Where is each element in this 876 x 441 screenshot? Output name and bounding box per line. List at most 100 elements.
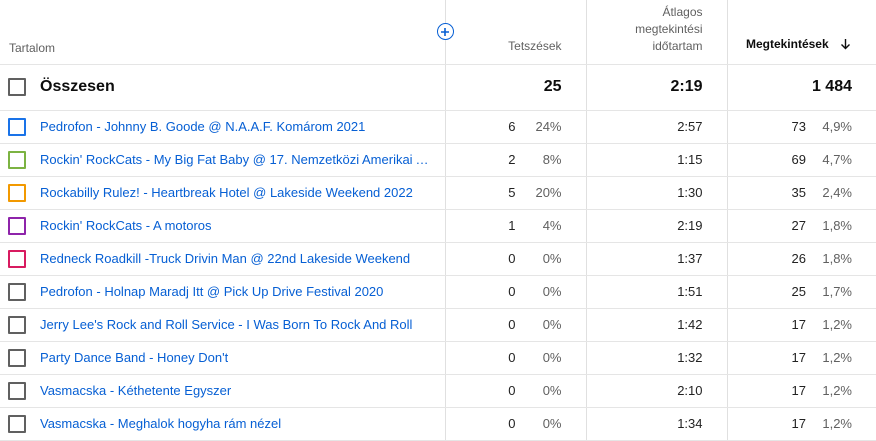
column-header-content: Tartalom bbox=[0, 0, 454, 65]
row-likes: 2 bbox=[508, 152, 516, 167]
row-likes-pct: 20% bbox=[535, 185, 562, 200]
row-likes: 0 bbox=[508, 350, 516, 365]
video-title-link[interactable]: Vasmacska - Kéthetente Egyszer bbox=[40, 383, 232, 398]
row-views-cell: 25 1,7% bbox=[726, 275, 876, 309]
row-avg-duration: 2:19 bbox=[585, 209, 727, 243]
row-checkbox[interactable] bbox=[8, 282, 26, 301]
row-views-cell: 17 1,2% bbox=[726, 308, 876, 342]
row-avg-duration: 1:42 bbox=[585, 308, 727, 342]
table-row: Party Dance Band - Honey Don't 0 0% 1:32 17 1… bbox=[0, 341, 876, 375]
table-header-row: Tartalom Tetszések Átlagos megtekintési … bbox=[0, 0, 876, 65]
row-content-cell: Party Dance Band - Honey Don't bbox=[0, 341, 445, 375]
total-likes: 25 bbox=[444, 64, 586, 111]
row-likes-pct: 4% bbox=[542, 218, 562, 233]
row-views-pct: 1,8% bbox=[822, 218, 852, 233]
row-likes-cell: 0 0% bbox=[444, 242, 586, 276]
video-title-link[interactable]: Rockin' RockCats - A motoros bbox=[40, 218, 212, 233]
row-avg-duration: 2:10 bbox=[585, 374, 727, 408]
table-row: Rockin' RockCats - My Big Fat Baby @ 17.… bbox=[0, 143, 876, 177]
row-views: 27 bbox=[791, 218, 806, 233]
row-content-cell: Vasmacska - Meghalok hogyha rám nézel bbox=[0, 407, 445, 441]
row-checkbox[interactable] bbox=[8, 183, 26, 202]
avg-header-line3: időtartam bbox=[652, 38, 703, 53]
row-checkbox[interactable] bbox=[8, 414, 26, 433]
row-avg-duration: 1:30 bbox=[585, 176, 727, 210]
avg-header-line1: Átlagos bbox=[662, 4, 703, 19]
row-views: 17 bbox=[791, 317, 806, 332]
table-row: Jerry Lee's Rock and Roll Service - I Wa… bbox=[0, 308, 876, 342]
video-title-link[interactable]: Redneck Roadkill -Truck Drivin Man @ 22n… bbox=[40, 251, 411, 266]
row-avg-duration: 1:15 bbox=[585, 143, 727, 177]
column-header-views[interactable]: Megtekintések bbox=[726, 0, 876, 65]
likes-header-label: Tetszések bbox=[508, 38, 562, 53]
row-likes-cell: 0 0% bbox=[444, 374, 586, 408]
row-views-cell: 35 2,4% bbox=[726, 176, 876, 210]
video-title-link[interactable]: Rockin' RockCats - My Big Fat Baby @ 17.… bbox=[40, 152, 435, 167]
video-title-link[interactable]: Rockabilly Rulez! - Heartbreak Hotel @ L… bbox=[40, 185, 413, 200]
row-views: 17 bbox=[791, 383, 806, 398]
row-checkbox[interactable] bbox=[8, 315, 26, 334]
total-row: Összesen 25 2:19 1 484 bbox=[0, 64, 876, 111]
row-views-cell: 69 4,7% bbox=[726, 143, 876, 177]
row-views: 25 bbox=[791, 284, 806, 299]
row-content-cell: Jerry Lee's Rock and Roll Service - I Wa… bbox=[0, 308, 445, 342]
column-header-avg-duration[interactable]: Átlagos megtekintési időtartam bbox=[585, 0, 727, 65]
row-likes-cell: 5 20% bbox=[444, 176, 586, 210]
row-likes-pct: 0% bbox=[542, 383, 562, 398]
row-views-pct: 1,2% bbox=[822, 350, 852, 365]
row-likes: 0 bbox=[508, 251, 516, 266]
row-content-cell: Redneck Roadkill -Truck Drivin Man @ 22n… bbox=[0, 242, 445, 276]
video-title-link[interactable]: Party Dance Band - Honey Don't bbox=[40, 350, 229, 365]
row-likes-cell: 1 4% bbox=[444, 209, 586, 243]
row-views: 26 bbox=[791, 251, 806, 266]
row-likes: 5 bbox=[508, 185, 516, 200]
video-title-link[interactable]: Jerry Lee's Rock and Roll Service - I Wa… bbox=[40, 317, 413, 332]
video-title-link[interactable]: Pedrofon - Johnny B. Goode @ N.A.A.F. Ko… bbox=[40, 119, 366, 134]
views-header-label: Megtekintések bbox=[745, 36, 829, 51]
row-likes-cell: 0 0% bbox=[444, 308, 586, 342]
table-row: Redneck Roadkill -Truck Drivin Man @ 22n… bbox=[0, 242, 876, 276]
row-likes: 1 bbox=[508, 218, 516, 233]
row-checkbox[interactable] bbox=[8, 117, 26, 136]
row-likes-pct: 0% bbox=[542, 350, 562, 365]
row-views-pct: 1,8% bbox=[822, 251, 852, 266]
row-views: 73 bbox=[791, 119, 806, 134]
table-row: Rockin' RockCats - A motoros 1 4% 2:19 27 1,8… bbox=[0, 209, 876, 243]
row-likes: 6 bbox=[508, 119, 516, 134]
row-views-cell: 17 1,2% bbox=[726, 407, 876, 441]
row-likes: 0 bbox=[508, 317, 516, 332]
row-views: 69 bbox=[791, 152, 806, 167]
row-likes-pct: 8% bbox=[542, 152, 562, 167]
add-circle-icon[interactable] bbox=[436, 23, 454, 40]
row-checkbox[interactable] bbox=[8, 216, 26, 235]
row-likes-pct: 24% bbox=[535, 119, 562, 134]
video-title-link[interactable]: Pedrofon - Holnap Maradj Itt @ Pick Up D… bbox=[40, 284, 384, 299]
table-row: Rockabilly Rulez! - Heartbreak Hotel @ L… bbox=[0, 176, 876, 210]
avg-header-line2: megtekintési bbox=[635, 21, 703, 36]
row-views: 35 bbox=[791, 185, 806, 200]
table-row: Vasmacska - Kéthetente Egyszer 0 0% 2:10 17 1… bbox=[0, 374, 876, 408]
total-label-cell: Összesen bbox=[0, 64, 445, 111]
row-views: 17 bbox=[791, 416, 806, 431]
row-likes: 0 bbox=[508, 284, 516, 299]
arrow-down-icon[interactable] bbox=[840, 38, 851, 55]
row-checkbox[interactable] bbox=[8, 150, 26, 169]
video-title-link[interactable]: Vasmacska - Meghalok hogyha rám nézel bbox=[40, 416, 282, 431]
table-row: Pedrofon - Johnny B. Goode @ N.A.A.F. Ko… bbox=[0, 110, 876, 144]
row-views-cell: 73 4,9% bbox=[726, 110, 876, 144]
row-checkbox[interactable] bbox=[8, 348, 26, 367]
row-likes-cell: 0 0% bbox=[444, 341, 586, 375]
column-header-likes[interactable]: Tetszések bbox=[444, 0, 586, 65]
row-checkbox[interactable] bbox=[8, 249, 26, 268]
row-avg-duration: 2:57 bbox=[585, 110, 727, 144]
row-views-cell: 26 1,8% bbox=[726, 242, 876, 276]
total-label: Összesen bbox=[40, 77, 115, 95]
row-avg-duration: 1:32 bbox=[585, 341, 727, 375]
total-checkbox[interactable] bbox=[8, 77, 26, 96]
row-views: 17 bbox=[791, 350, 806, 365]
row-checkbox[interactable] bbox=[8, 381, 26, 400]
total-avg-duration: 2:19 bbox=[585, 64, 727, 111]
row-content-cell: Rockin' RockCats - My Big Fat Baby @ 17.… bbox=[0, 143, 445, 177]
row-views-pct: 1,2% bbox=[822, 383, 852, 398]
